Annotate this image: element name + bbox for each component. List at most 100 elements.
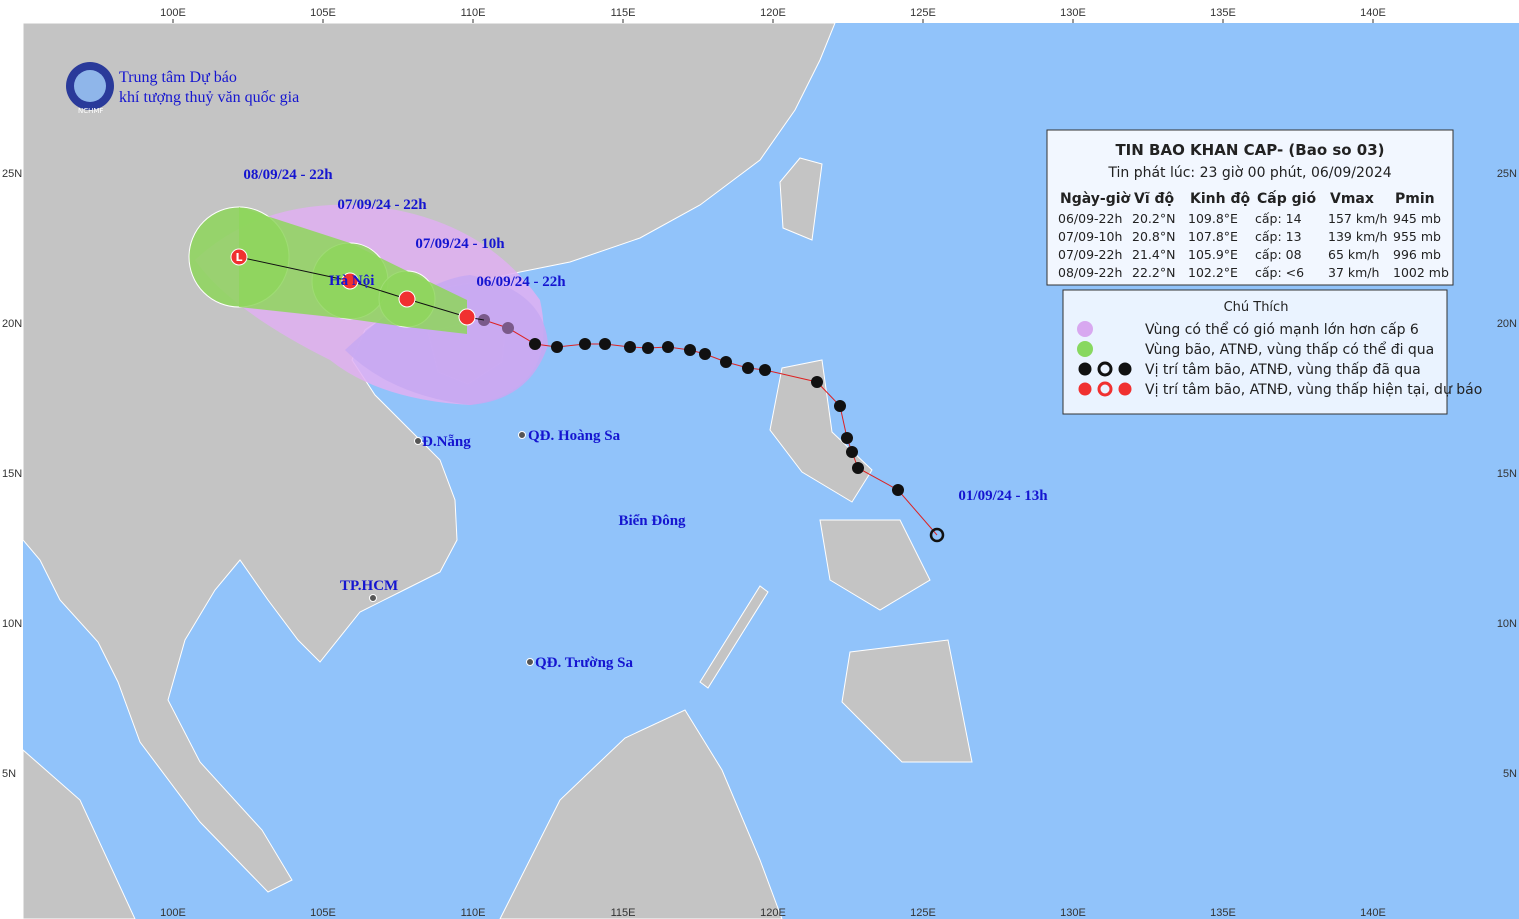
table-cell: 996 mb [1393,247,1441,262]
lat-label: 15N [1497,468,1517,480]
past-position [684,344,696,356]
past-position [811,376,823,388]
lon-label: 105E [310,7,336,19]
table-cell: cấp: 08 [1255,247,1302,262]
table-cell: 37 km/h [1328,265,1379,280]
org-name: Trung tâm Dự báo [119,69,237,86]
table-cell: 20.8°N [1132,229,1175,244]
lat-label: 20N [2,318,22,330]
legend-swatch [1077,341,1093,357]
past-position [551,341,563,353]
table-cell: 105.9°E [1188,247,1238,262]
bulletin-title: TIN BAO KHAN CAP- (Bao so 03) [1115,141,1384,159]
lon-label: 125E [910,907,936,919]
track: L [230,248,945,543]
logo [66,62,114,110]
time-label: 07/09/24 - 22h [337,197,427,213]
past-position [624,341,636,353]
sea-label: Biển Đông [618,513,686,529]
forecast-position [230,248,248,266]
lat-label: 25N [2,168,22,180]
legend-symbol [1097,361,1113,377]
table-header: Ngày-giờ [1060,191,1131,207]
time-label: 01/09/24 - 13h [958,488,1048,504]
legend-item: Vị trí tâm bão, ATNĐ, vùng thấp hiện tại… [1145,382,1482,398]
past-position [699,348,711,360]
table-cell: 20.2°N [1132,211,1175,226]
table-header: Cấp gió [1257,190,1316,207]
past-position [662,341,674,353]
lon-label: 140E [1360,907,1386,919]
past-position [929,527,945,543]
place-label: Đ.Nẵng [422,434,471,450]
org-name: khí tượng thuỷ văn quốc gia [119,89,299,106]
forecast-zones [188,204,548,405]
table-cell: 945 mb [1393,211,1441,226]
lat-label: 10N [2,618,22,630]
legend-symbol [1097,381,1113,397]
lon-label: 100E [160,7,186,19]
legend-item: Vùng có thể có gió mạnh lớn hơn cấp 6 [1145,321,1419,338]
lon-label: 135E [1210,7,1236,19]
table-cell: 102.2°E [1188,265,1238,280]
time-label: 08/09/24 - 22h [243,167,333,183]
lat-label: 15N [2,468,22,480]
lat-label: 5N [1503,768,1517,780]
table-cell: 06/09-22h [1058,211,1122,226]
lon-label: 110E [461,7,486,19]
lon-label: 120E [760,907,786,919]
table-cell: 107.8°E [1188,229,1238,244]
lat-label: 20N [1497,318,1517,330]
forecast-position [398,290,416,308]
table-cell: 1002 mb [1393,265,1449,280]
legend-symbol [1118,382,1132,396]
past-position [834,400,846,412]
lon-label: 135E [1210,907,1236,919]
lat-label: 5N [2,768,16,780]
table-header: Pmin [1395,191,1435,207]
lat-label: 25N [1497,168,1517,180]
legend-title: Chú Thích [1224,300,1289,315]
past-position [642,342,654,354]
legend-item: Vùng bão, ATNĐ, vùng thấp có thể đi qua [1145,341,1434,358]
lon-label: 115E [611,7,636,19]
forecast-position [458,308,476,326]
legend-symbol [1078,362,1092,376]
low-symbol: L [235,251,242,264]
place-dot [369,594,377,602]
lon-label: 120E [760,7,786,19]
table-cell: 157 km/h [1328,211,1387,226]
lon-label: 110E [461,907,486,919]
table-header: Vĩ độ [1134,191,1175,207]
logo-text: NCHMF [78,107,103,115]
table-cell: 109.8°E [1188,211,1238,226]
place-label: QĐ. Hoàng Sa [528,428,621,444]
place-dot [526,658,534,666]
lon-label: 125E [910,7,936,19]
past-position [529,338,541,350]
lat-label: 10N [1497,618,1517,630]
forecast-position [341,272,359,290]
table-cell: 139 km/h [1328,229,1387,244]
past-position [841,432,853,444]
table-cell: cấp: 14 [1255,211,1302,226]
place-dot [414,437,422,445]
table-header: Vmax [1330,191,1374,207]
past-position [742,362,754,374]
table-cell: 65 km/h [1328,247,1379,262]
past-position [502,322,514,334]
past-position [892,484,904,496]
lon-label: 100E [160,907,186,919]
legend-symbol [1078,382,1092,396]
past-position [720,356,732,368]
time-label: 07/09/24 - 10h [415,236,505,252]
table-cell: 22.2°N [1132,265,1175,280]
legend-swatch [1077,321,1093,337]
lon-label: 130E [1060,7,1086,19]
place-dot [518,431,526,439]
table-cell: cấp: <6 [1255,265,1304,280]
table-cell: 07/09-10h [1058,229,1122,244]
time-label: 06/09/24 - 22h [476,274,566,290]
